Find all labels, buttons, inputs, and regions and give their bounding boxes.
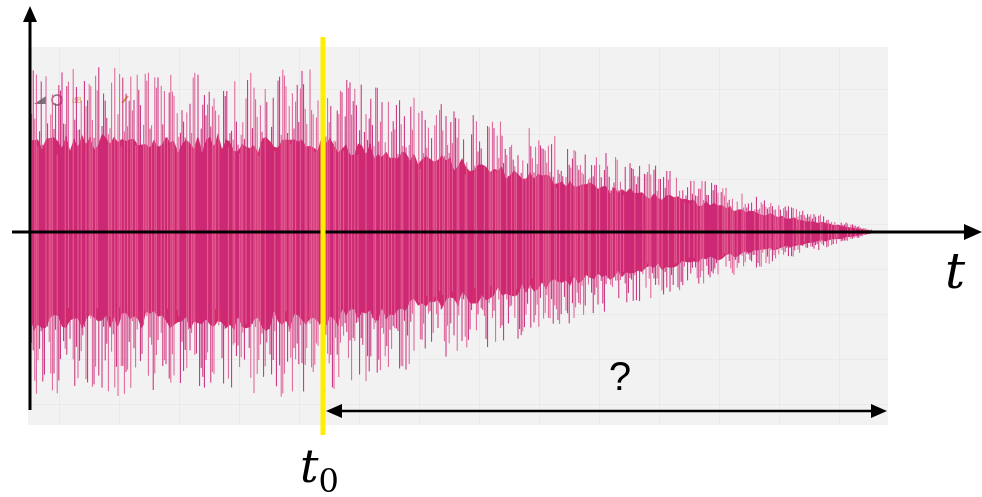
t0-subscript: 0 (319, 462, 339, 497)
amplitude-arrowhead (23, 6, 37, 22)
diagram: dB ? t t0 (0, 0, 982, 497)
time-arrowhead (964, 224, 982, 240)
duration-label: ? (609, 355, 631, 399)
page: dB ? t t0 (() => { const data = JSON.par… (0, 0, 982, 497)
t0-base: t (300, 439, 319, 493)
t-axis-label: t (945, 242, 966, 300)
t0-label: t0 (300, 439, 339, 497)
